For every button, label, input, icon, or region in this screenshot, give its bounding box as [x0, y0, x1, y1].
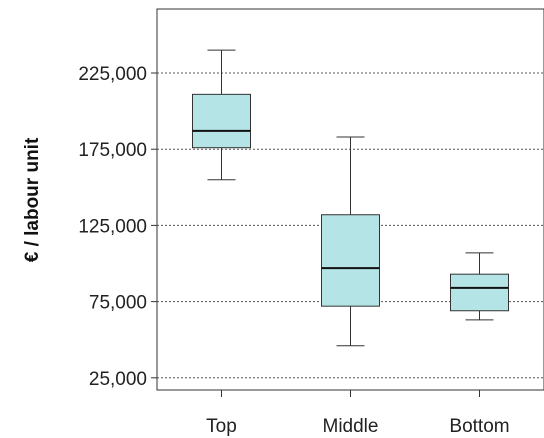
boxes: [192, 49, 509, 347]
box-top: [192, 49, 251, 181]
y-axis-ticks: 25,000 75,000 125,000 175,000 225,000: [78, 64, 157, 390]
box-middle: [321, 136, 380, 347]
iqr-box: [450, 273, 509, 312]
iqr-box: [321, 214, 380, 307]
box-bottom: [450, 252, 509, 321]
iqr-box: [192, 93, 251, 149]
y-tick-label: 175,000: [78, 140, 147, 161]
x-tick-label: Middle: [323, 416, 379, 437]
y-tick-label: 75,000: [89, 293, 147, 314]
y-tick-label: 225,000: [78, 64, 147, 85]
x-tick-label: Top: [206, 416, 237, 437]
y-tick-label: 125,000: [78, 216, 147, 237]
y-axis-title: € / labour unit: [22, 137, 43, 262]
y-tick-label: 25,000: [89, 369, 147, 390]
x-axis-ticks: Top Middle Bottom: [206, 390, 510, 437]
x-tick-label: Bottom: [449, 416, 509, 437]
